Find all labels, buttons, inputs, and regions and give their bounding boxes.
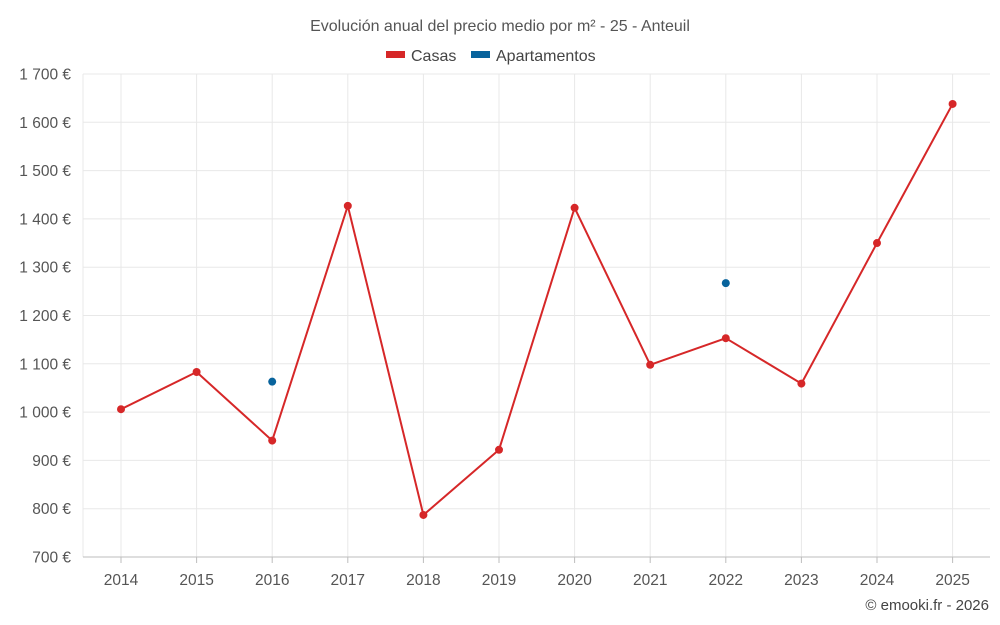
- grid: [82, 73, 990, 557]
- legend: Casas Apartamentos: [386, 48, 596, 65]
- x-tick-label: 2014: [104, 572, 139, 589]
- y-tick-label: 700 €: [32, 550, 71, 567]
- data-point-casas-2022[interactable]: [721, 334, 730, 343]
- legend-swatch-apartamentos: [471, 51, 490, 58]
- credit-text: © emooki.fr - 2026: [865, 597, 989, 614]
- y-tick-label: 1 500 €: [19, 163, 71, 180]
- x-tick-label: 2019: [482, 572, 516, 589]
- axes: 700 € 800 € 900 € 1 000 € 1 100 € 1 200 € 1 30…: [19, 67, 990, 589]
- legend-label-casas: Casas: [411, 48, 456, 65]
- legend-item-casas[interactable]: Casas: [386, 48, 456, 65]
- legend-item-apartamentos[interactable]: Apartamentos: [471, 48, 596, 65]
- legend-label-apartamentos: Apartamentos: [496, 48, 596, 65]
- data-point-casas-2024[interactable]: [873, 239, 881, 248]
- data-point-casas-2025[interactable]: [948, 99, 957, 108]
- data-point-apartamentos-2016[interactable]: [268, 377, 277, 386]
- data-point-casas-2017[interactable]: [343, 201, 352, 210]
- x-tick-label: 2017: [331, 572, 365, 589]
- data-point-casas-2016[interactable]: [268, 436, 277, 445]
- y-tick-label: 1 700 €: [19, 67, 71, 84]
- data-point-apartamentos-2022[interactable]: [721, 279, 730, 288]
- data-point-casas-2021[interactable]: [646, 360, 655, 369]
- y-tick-label: 1 000 €: [19, 405, 71, 422]
- y-tick-label: 1 400 €: [19, 211, 71, 228]
- x-tick-label: 2024: [860, 572, 895, 589]
- data-point-casas-2018[interactable]: [419, 510, 428, 519]
- x-tick-label: 2018: [406, 572, 440, 589]
- y-tick-label: 900 €: [32, 453, 71, 470]
- x-tick-label: 2025: [935, 572, 969, 589]
- series-line-casas: [120, 103, 954, 516]
- x-tick-label: 2022: [709, 572, 743, 589]
- x-tick-label: 2015: [179, 572, 213, 589]
- y-tick-label: 800 €: [32, 501, 71, 518]
- data-point-casas-2019[interactable]: [495, 445, 503, 454]
- chart-title: Evolución anual del precio medio por m² …: [310, 18, 690, 35]
- series: [117, 99, 957, 519]
- y-tick-label: 1 200 €: [19, 308, 71, 325]
- data-point-casas-2014[interactable]: [117, 405, 125, 414]
- y-tick-label: 1 300 €: [19, 260, 71, 277]
- y-tick-label: 1 600 €: [19, 115, 71, 132]
- y-tick-label: 1 100 €: [19, 356, 71, 373]
- data-point-casas-2020[interactable]: [570, 203, 579, 212]
- legend-swatch-casas: [386, 51, 405, 58]
- data-point-casas-2023[interactable]: [797, 379, 806, 388]
- x-tick-label: 2021: [633, 572, 667, 589]
- x-tick-label: 2016: [255, 572, 289, 589]
- x-tick-label: 2020: [557, 572, 592, 589]
- x-tick-label: 2023: [784, 572, 818, 589]
- data-point-casas-2015[interactable]: [192, 368, 201, 377]
